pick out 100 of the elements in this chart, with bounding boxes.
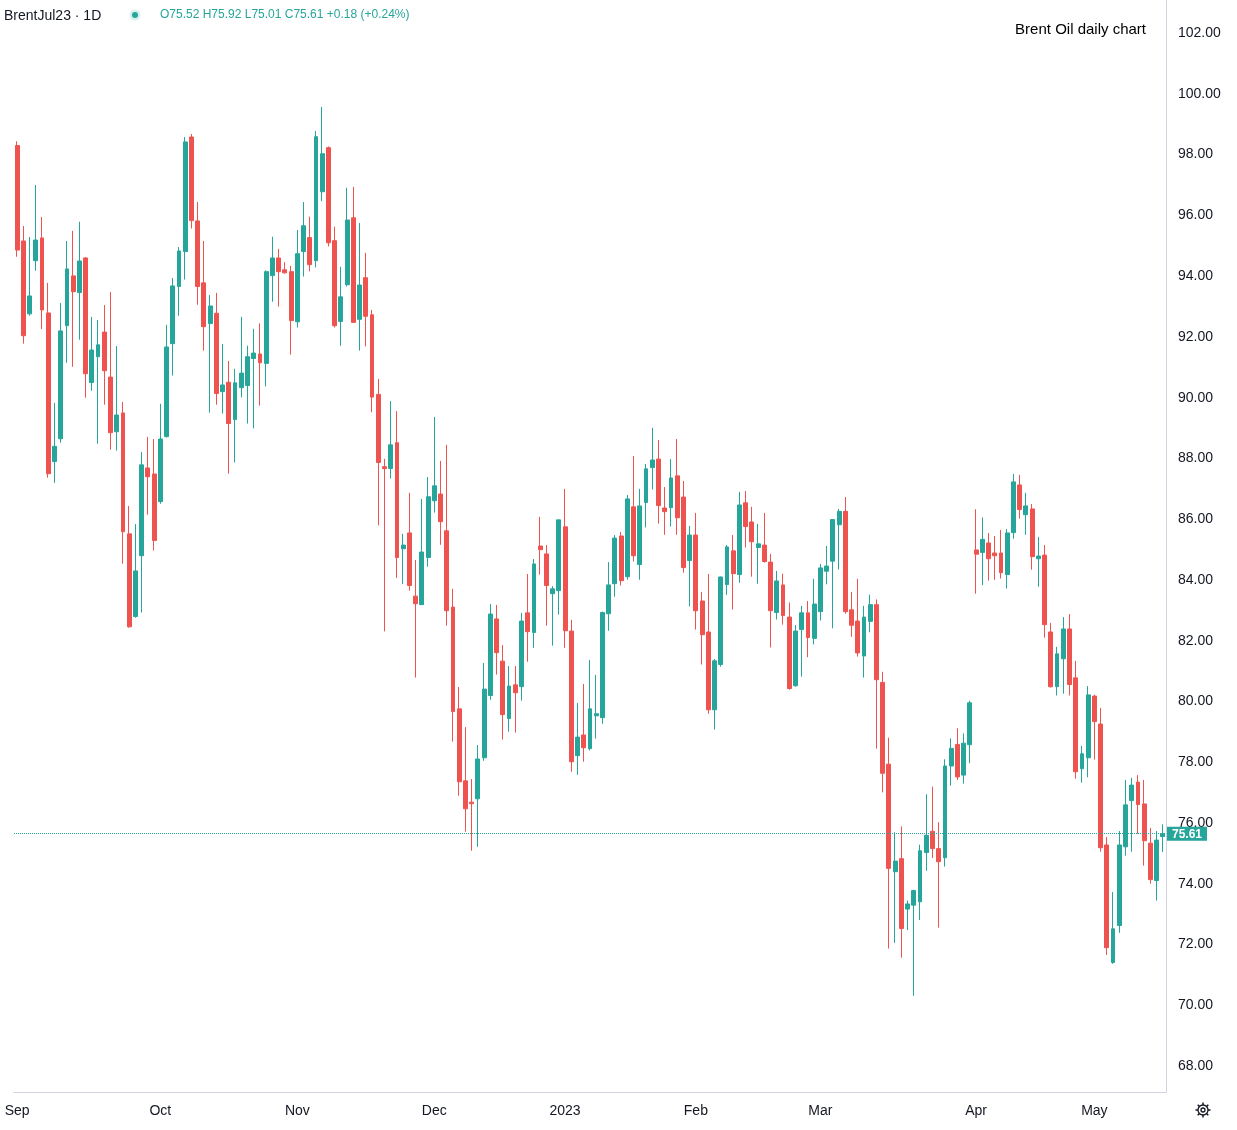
candlestick [494, 604, 499, 676]
candlestick [320, 106, 325, 202]
candlestick [233, 368, 237, 463]
candlestick [388, 400, 393, 480]
candlestick [314, 130, 318, 268]
candlestick [65, 240, 69, 364]
candlestick [837, 508, 842, 570]
candlestick [413, 559, 418, 679]
candlestick [1061, 616, 1066, 695]
candlestick [258, 322, 262, 407]
y-tick-label: 72.00 [1178, 935, 1214, 952]
candlestick [71, 230, 76, 368]
candlestick [513, 665, 518, 734]
candlestick [725, 544, 729, 596]
candlestick [1036, 536, 1041, 588]
candlestick [862, 605, 866, 679]
y-tick-label: 98.00 [1178, 145, 1214, 162]
candlestick [500, 644, 505, 741]
candlestick [139, 451, 144, 614]
candlestick [1017, 474, 1022, 520]
annotation: O75.52 H75.92 L75.01 C75.61 +0.18 (+0.24%) [160, 7, 410, 21]
x-tick-label: Apr [965, 1102, 988, 1118]
y-tick-label: 78.00 [1178, 753, 1214, 770]
candlestick [46, 282, 51, 479]
y-tick-label: 86.00 [1178, 510, 1214, 527]
candlestick [152, 438, 157, 552]
candlestick [737, 491, 742, 584]
candlestick [301, 201, 306, 277]
y-tick-label: 70.00 [1178, 996, 1214, 1013]
candlestick [208, 294, 213, 414]
candlestick [214, 292, 219, 406]
x-tick-label: Nov [284, 1102, 310, 1118]
text: Brent Oil daily chart [1015, 20, 1147, 37]
candlestick [625, 494, 630, 581]
candlestick [395, 410, 399, 579]
candlestick [874, 598, 879, 750]
candlestick [438, 460, 443, 546]
candlestick [52, 402, 57, 484]
candlestick [226, 360, 231, 475]
candlestick [868, 594, 873, 633]
candlestick [83, 256, 88, 399]
candlestick [145, 436, 150, 516]
candlestick [588, 659, 592, 751]
candlestick [363, 252, 368, 347]
candlestick [58, 302, 63, 444]
y-tick-label: 94.00 [1178, 266, 1214, 283]
candlestick [338, 266, 343, 347]
x-tick-label: Oct [149, 1102, 172, 1118]
y-tick-label: 82.00 [1178, 631, 1214, 648]
candlestick [451, 588, 455, 743]
candlestick [774, 570, 779, 621]
candlestick [419, 498, 424, 606]
candlestick [89, 316, 94, 392]
candlestick [830, 518, 835, 629]
candlestick [612, 534, 617, 598]
candlestick [108, 291, 113, 451]
candlestick [102, 304, 107, 406]
candlestick [40, 216, 44, 330]
candlestick [532, 558, 536, 649]
candlestick [955, 727, 960, 781]
candlestick [538, 516, 543, 576]
candlestick [687, 525, 692, 607]
y-tick-label: 96.00 [1178, 206, 1214, 223]
candlestick [619, 531, 624, 586]
candlestick [170, 277, 175, 377]
candlestick [33, 184, 38, 272]
candlestick [669, 458, 673, 528]
x-tick-label: Sep [4, 1102, 30, 1118]
annotation: BrentJul23 · 1D [4, 7, 102, 23]
candlestick [1086, 685, 1091, 778]
candlestick [77, 221, 82, 341]
candlestick [1030, 503, 1035, 571]
candlestick [899, 825, 904, 959]
candlestick [756, 523, 761, 585]
candlestick [949, 737, 954, 787]
candlestick [581, 683, 586, 763]
candlestick [644, 463, 648, 528]
candlestick [183, 136, 188, 281]
candlestick [793, 624, 798, 688]
candlestick [1142, 779, 1147, 867]
y-tick-label: 92.00 [1178, 327, 1214, 344]
candlestick [345, 187, 350, 288]
candlestick [307, 216, 312, 272]
candlestick [662, 486, 667, 536]
y-tick-label: 88.00 [1178, 449, 1214, 466]
y-tick-label: 68.00 [1178, 1056, 1214, 1073]
candlestick [974, 508, 979, 595]
candlestick [806, 600, 810, 658]
candlestick [370, 309, 374, 413]
candlestick [1023, 492, 1028, 536]
candlestick [96, 319, 100, 445]
candlestick [295, 229, 300, 329]
candlestick [351, 186, 356, 323]
candlestick [799, 605, 804, 678]
candlestick [27, 236, 32, 317]
candlestick [177, 246, 181, 317]
candlestick [1080, 745, 1084, 784]
candlestick [1042, 544, 1047, 639]
candlestick [980, 516, 985, 586]
candlestick [407, 492, 412, 592]
